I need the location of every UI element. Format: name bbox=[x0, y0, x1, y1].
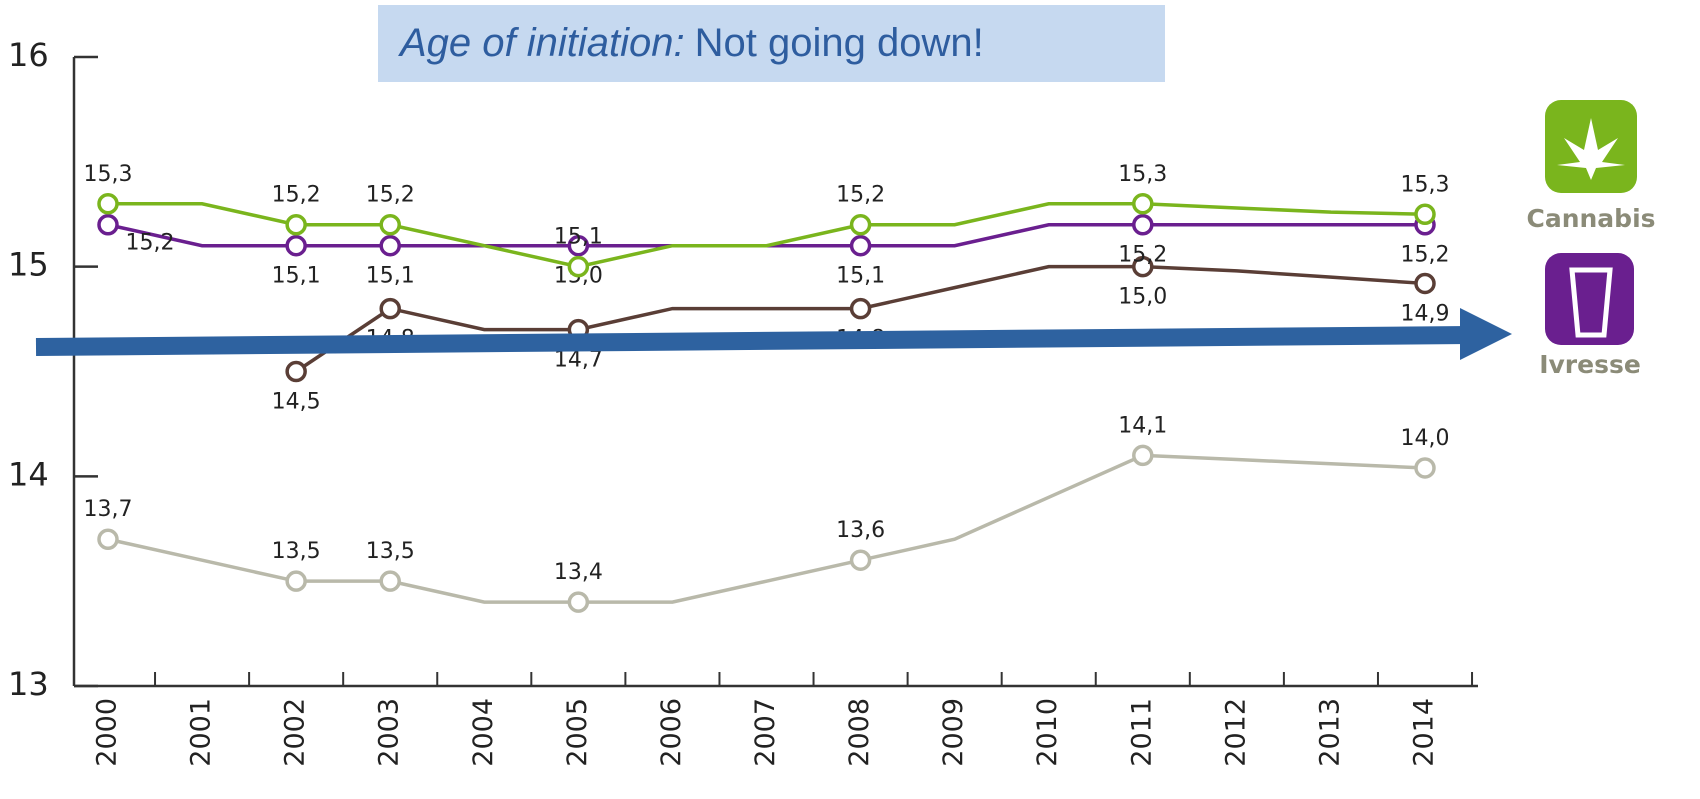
point-marker bbox=[1414, 203, 1436, 225]
y-tick-label: 13 bbox=[8, 665, 49, 703]
series-line bbox=[108, 202, 1426, 269]
data-label: 15,1 bbox=[836, 264, 885, 289]
data-label: 15,2 bbox=[272, 183, 321, 208]
title-prefix: Age of initiation: bbox=[398, 21, 685, 65]
data-label: 14,0 bbox=[1401, 426, 1450, 451]
x-tick-label: 2002 bbox=[280, 698, 311, 767]
point-marker bbox=[285, 213, 307, 236]
point-marker bbox=[285, 360, 307, 383]
data-label: 15,2 bbox=[366, 183, 415, 208]
x-tick-label: 2008 bbox=[844, 698, 875, 767]
data-label: 15,1 bbox=[272, 264, 321, 289]
x-tick-label: 2006 bbox=[656, 698, 687, 767]
data-label: 15,1 bbox=[366, 264, 415, 289]
point-marker bbox=[849, 213, 872, 236]
point-marker bbox=[1132, 193, 1154, 215]
x-tick-label: 2012 bbox=[1220, 698, 1251, 767]
point-marker bbox=[1414, 457, 1436, 479]
legend-icon bbox=[1545, 253, 1634, 345]
data-label: 13,5 bbox=[272, 539, 321, 564]
point-marker bbox=[567, 591, 590, 613]
data-label: 15,2 bbox=[126, 231, 175, 256]
x-tick-label: 2007 bbox=[750, 698, 781, 767]
data-label: 15,1 bbox=[554, 225, 603, 250]
data-label: 13,4 bbox=[554, 560, 603, 585]
x-tick-label: 2001 bbox=[186, 698, 217, 767]
legend: Cannabis Ivresse bbox=[1526, 100, 1656, 379]
chart-title: Age of initiation: Not going down! bbox=[398, 21, 984, 65]
x-tick-label: 2000 bbox=[92, 698, 123, 767]
glass-icon bbox=[1569, 267, 1613, 338]
legend-label: Ivresse bbox=[1539, 350, 1641, 379]
point-marker bbox=[1132, 444, 1154, 467]
data-label: 15,3 bbox=[1401, 172, 1450, 197]
data-label: 15,2 bbox=[1118, 243, 1167, 268]
point-marker bbox=[567, 255, 590, 278]
point-marker bbox=[849, 234, 872, 257]
point-marker bbox=[97, 193, 119, 215]
y-tick-label: 16 bbox=[8, 36, 49, 74]
data-label: 13,5 bbox=[366, 539, 415, 564]
data-label: 14,1 bbox=[1118, 413, 1167, 438]
data-label: 14,9 bbox=[1401, 301, 1450, 326]
data-label: 13,6 bbox=[836, 518, 885, 543]
point-marker bbox=[379, 213, 401, 236]
data-label: 15,0 bbox=[1118, 285, 1167, 310]
data-label: 15,2 bbox=[1401, 243, 1450, 268]
arrow-shaft bbox=[35, 326, 1471, 356]
point-marker bbox=[1414, 272, 1436, 295]
leaf-icon bbox=[1557, 118, 1625, 180]
data-label: 14,5 bbox=[272, 390, 321, 415]
series-line bbox=[107, 453, 1426, 604]
point-marker bbox=[285, 234, 307, 257]
y-tick-label: 14 bbox=[8, 455, 49, 493]
x-tick-label: 2003 bbox=[374, 698, 405, 767]
point-marker bbox=[285, 570, 307, 592]
point-marker bbox=[567, 234, 590, 257]
point-marker bbox=[1132, 255, 1154, 278]
x-tick-label: 2010 bbox=[1032, 698, 1063, 767]
x-tick-label: 2009 bbox=[938, 698, 969, 767]
legend-label: Cannabis bbox=[1526, 204, 1655, 233]
title-main: Not going down! bbox=[695, 21, 984, 65]
x-tick-label: 2011 bbox=[1126, 698, 1157, 767]
point-marker bbox=[849, 549, 872, 571]
point-marker bbox=[1132, 213, 1154, 236]
x-tick-label: 2013 bbox=[1314, 698, 1345, 767]
point-marker bbox=[97, 213, 119, 236]
point-marker bbox=[379, 297, 401, 320]
point-marker bbox=[849, 297, 872, 320]
data-label: 15,3 bbox=[84, 162, 133, 187]
point-marker bbox=[97, 528, 119, 550]
x-tick-label: 2014 bbox=[1409, 698, 1440, 767]
data-label: 15,3 bbox=[1118, 162, 1167, 187]
y-tick-label: 15 bbox=[8, 246, 49, 284]
data-label: 14,7 bbox=[554, 348, 603, 373]
x-tick-label: 2004 bbox=[468, 698, 499, 767]
arrow-head bbox=[1460, 308, 1512, 360]
point-marker bbox=[379, 234, 401, 257]
x-tick-label: 2005 bbox=[562, 698, 593, 767]
title-box bbox=[378, 5, 1165, 82]
data-label: 15,2 bbox=[836, 183, 885, 208]
point-marker bbox=[379, 570, 401, 592]
data-label: 13,7 bbox=[84, 497, 133, 522]
